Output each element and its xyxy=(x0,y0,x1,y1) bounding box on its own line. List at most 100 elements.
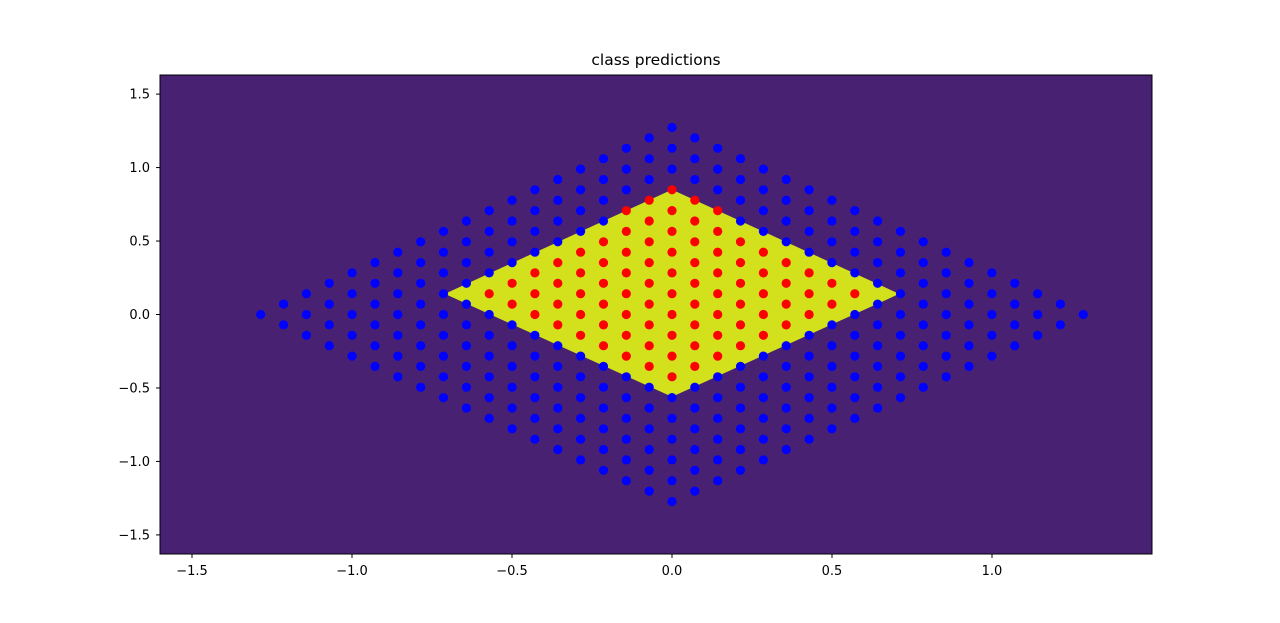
data-point-class-0 xyxy=(964,258,974,268)
data-point-class-0 xyxy=(667,393,677,403)
data-point-class-0 xyxy=(438,226,449,236)
data-point-class-0 xyxy=(553,341,563,351)
data-point-class-1 xyxy=(484,289,494,299)
x-tick-label: −0.5 xyxy=(496,564,528,579)
data-point-class-0 xyxy=(256,309,266,320)
data-point-class-0 xyxy=(895,351,906,361)
data-point-class-0 xyxy=(1078,309,1088,320)
data-point-class-0 xyxy=(507,361,517,371)
data-point-class-0 xyxy=(667,413,677,423)
data-point-class-1 xyxy=(553,278,563,288)
data-point-class-1 xyxy=(690,195,700,205)
data-point-class-1 xyxy=(667,351,677,361)
data-point-class-1 xyxy=(667,226,677,236)
data-point-class-0 xyxy=(781,216,791,226)
data-point-class-1 xyxy=(621,309,631,320)
data-point-class-0 xyxy=(553,361,563,371)
data-point-class-0 xyxy=(370,341,380,351)
data-point-class-0 xyxy=(530,434,540,444)
data-point-class-1 xyxy=(576,330,586,340)
data-point-class-0 xyxy=(484,351,494,361)
data-point-class-0 xyxy=(507,216,517,226)
data-point-class-0 xyxy=(918,237,928,247)
data-point-class-0 xyxy=(667,143,677,153)
data-point-class-0 xyxy=(873,278,883,288)
data-point-class-0 xyxy=(895,393,906,403)
data-point-class-0 xyxy=(781,444,791,455)
data-point-class-0 xyxy=(530,226,540,236)
data-point-class-0 xyxy=(690,465,700,475)
data-point-class-0 xyxy=(370,258,380,268)
data-point-class-0 xyxy=(530,393,540,403)
data-point-class-0 xyxy=(461,361,471,371)
data-point-class-0 xyxy=(873,258,883,268)
data-point-class-0 xyxy=(484,206,494,216)
data-point-class-1 xyxy=(758,247,769,257)
data-point-class-1 xyxy=(598,341,609,351)
data-point-class-1 xyxy=(735,341,746,351)
data-point-class-1 xyxy=(667,309,677,320)
data-point-class-0 xyxy=(1033,330,1043,340)
data-point-class-0 xyxy=(507,320,517,330)
data-point-class-0 xyxy=(713,164,723,174)
data-point-class-1 xyxy=(781,258,791,268)
data-point-class-1 xyxy=(598,320,609,330)
data-point-class-0 xyxy=(1033,309,1043,320)
data-point-class-1 xyxy=(713,351,723,361)
data-point-class-0 xyxy=(507,195,517,205)
chart-title: class predictions xyxy=(591,51,720,69)
data-point-class-0 xyxy=(827,320,837,330)
data-point-class-0 xyxy=(690,174,700,185)
data-point-class-0 xyxy=(690,154,700,164)
y-axis: −1.5 −1.0 −0.5 0.0 0.5 1.0 1.5 xyxy=(118,88,160,543)
data-point-class-0 xyxy=(941,351,951,361)
data-point-class-0 xyxy=(690,403,700,413)
data-point-class-0 xyxy=(918,320,928,330)
data-point-class-0 xyxy=(758,226,769,236)
data-point-class-0 xyxy=(781,382,791,392)
data-point-class-1 xyxy=(690,258,700,268)
data-point-class-0 xyxy=(416,361,426,371)
data-point-class-1 xyxy=(530,289,540,299)
data-point-class-0 xyxy=(758,206,769,216)
data-point-class-1 xyxy=(804,289,814,299)
data-point-class-0 xyxy=(530,330,540,340)
data-point-class-1 xyxy=(553,258,563,268)
data-point-class-0 xyxy=(598,444,609,455)
data-point-class-0 xyxy=(690,382,700,392)
data-point-class-0 xyxy=(781,174,791,185)
data-point-class-0 xyxy=(964,361,974,371)
data-point-class-0 xyxy=(758,434,769,444)
data-point-class-1 xyxy=(621,247,631,257)
data-point-class-0 xyxy=(530,206,540,216)
data-point-class-0 xyxy=(644,154,654,164)
data-point-class-0 xyxy=(804,351,814,361)
data-point-class-1 xyxy=(644,195,654,205)
data-point-class-0 xyxy=(416,278,426,288)
data-point-class-0 xyxy=(598,403,609,413)
data-point-class-1 xyxy=(644,216,654,226)
data-point-class-0 xyxy=(781,403,791,413)
data-point-class-1 xyxy=(735,299,746,309)
data-point-class-0 xyxy=(873,403,883,413)
data-point-class-0 xyxy=(461,382,471,392)
data-point-class-0 xyxy=(461,278,471,288)
data-point-class-1 xyxy=(758,309,769,320)
data-point-class-0 xyxy=(576,226,586,236)
data-point-class-0 xyxy=(393,247,403,257)
data-point-class-0 xyxy=(964,278,974,288)
data-point-class-0 xyxy=(598,216,609,226)
data-point-class-1 xyxy=(690,341,700,351)
x-tick-label: −1.0 xyxy=(336,564,368,579)
data-point-class-0 xyxy=(507,258,517,268)
data-point-class-0 xyxy=(370,299,380,309)
data-point-class-0 xyxy=(347,351,357,361)
data-point-class-1 xyxy=(644,299,654,309)
data-point-class-0 xyxy=(621,455,631,465)
data-point-class-0 xyxy=(461,258,471,268)
data-point-class-0 xyxy=(735,424,746,434)
data-point-class-0 xyxy=(781,424,791,434)
data-point-class-0 xyxy=(530,351,540,361)
data-point-class-0 xyxy=(827,195,837,205)
